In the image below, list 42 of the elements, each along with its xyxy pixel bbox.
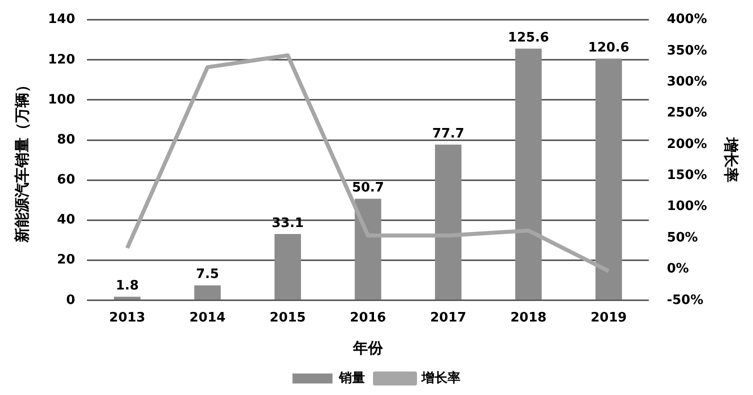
y2-tick-label: 250%: [666, 106, 708, 121]
y2-tick-label: 300%: [666, 74, 708, 90]
x-tick-label: 2015: [270, 310, 306, 326]
bar: [354, 198, 382, 300]
data-label: 1.8: [116, 278, 139, 294]
y2-tick-label: 0%: [666, 262, 689, 277]
y2-tick-label: -50%: [666, 292, 704, 308]
y-tick-label: 60: [57, 172, 76, 188]
legend-label: 增长率: [420, 370, 460, 386]
bar: [194, 285, 221, 300]
y-tick-label: 140: [48, 12, 76, 28]
x-axis-title: 年份: [352, 338, 384, 357]
data-label: 50.7: [352, 180, 384, 196]
bar: [274, 234, 301, 300]
y2-tick-label: 400%: [666, 12, 708, 28]
y-tick-label: 40: [57, 212, 76, 228]
data-label: 77.7: [432, 126, 464, 142]
y-tick-label: 0: [66, 292, 76, 308]
y2-tick-label: 200%: [666, 136, 708, 152]
y2-tick-label: 100%: [666, 199, 708, 214]
y2-tick-label: 350%: [666, 43, 708, 58]
legend-label: 销量: [338, 370, 365, 386]
y-tick-label: 80: [57, 132, 76, 148]
bar: [595, 58, 622, 300]
data-label: 120.6: [588, 40, 630, 56]
x-tick-label: 2014: [189, 310, 226, 326]
y2-tick-label: 50%: [666, 230, 698, 246]
x-tick-label: 2013: [109, 310, 146, 326]
data-label: 7.5: [196, 267, 220, 282]
bar: [515, 48, 542, 300]
x-tick-label: 2017: [430, 310, 466, 326]
x-tick-label: 2016: [350, 310, 386, 326]
bar: [434, 144, 462, 300]
y-tick-label: 100: [48, 92, 76, 108]
data-label: 125.6: [508, 30, 550, 46]
y-axis-title: 新能源汽车销量（万辆）: [12, 78, 31, 244]
y2-axis-title: 增长率: [722, 136, 740, 183]
y2-tick-label: 150%: [666, 168, 708, 184]
x-tick-label: 2019: [590, 310, 627, 326]
x-tick-label: 2018: [510, 310, 547, 326]
y-tick-label: 20: [57, 252, 76, 268]
y-tick-label: 120: [48, 52, 76, 68]
